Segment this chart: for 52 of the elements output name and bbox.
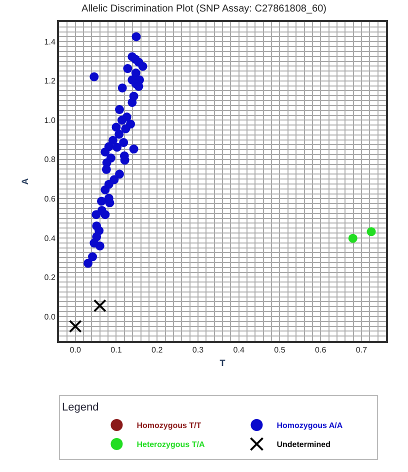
- y-tick-label: 1.2: [44, 76, 56, 86]
- point: [117, 116, 126, 125]
- legend-title: Legend: [62, 402, 99, 414]
- point: [100, 147, 110, 156]
- point: [112, 122, 121, 132]
- point: [93, 299, 106, 312]
- point: [114, 130, 124, 139]
- point: [68, 320, 82, 333]
- legend-label: Heterozygous T/A: [136, 440, 205, 450]
- legend-label: Undetermined: [276, 440, 331, 450]
- x-tick-label: 0.2: [152, 346, 164, 355]
- x-tick-label: 0.0: [70, 346, 82, 355]
- x-tick-label: 0.7: [356, 346, 368, 355]
- point: [100, 185, 110, 194]
- point: [118, 83, 127, 92]
- point: [119, 138, 128, 148]
- point: [90, 72, 99, 82]
- y-tick-label: 0.6: [44, 194, 56, 204]
- point: [348, 234, 358, 243]
- y-tick-label: 1.0: [44, 116, 56, 125]
- y-tick-label: 0.2: [44, 273, 56, 282]
- x-axis-title: T: [220, 358, 226, 368]
- point: [84, 258, 93, 268]
- x-tick-label: 0.5: [274, 346, 286, 355]
- x-tick-label: 0.1: [110, 346, 122, 355]
- y-tick-label: 0.8: [44, 155, 56, 164]
- chart-title: Allelic Discrimination Plot (SNP Assay: C27861808_60): [82, 4, 326, 15]
- y-tick-label: 0.4: [44, 234, 56, 243]
- point: [115, 105, 124, 114]
- point: [88, 252, 98, 262]
- y-tick-label: 0.0: [44, 312, 56, 322]
- point: [97, 196, 106, 206]
- y-tick-label: 1.4: [44, 37, 56, 46]
- point: [100, 210, 110, 220]
- point: [112, 142, 122, 152]
- point: [132, 32, 141, 42]
- point: [128, 98, 137, 107]
- point: [121, 124, 130, 134]
- point: [92, 210, 101, 220]
- y-axis-title: A: [20, 178, 30, 185]
- x-tick-label: 0.3: [192, 346, 204, 355]
- point: [138, 62, 148, 71]
- point: [95, 241, 104, 250]
- point: [366, 227, 376, 236]
- point: [123, 64, 132, 74]
- x-tick-label: 0.6: [315, 346, 327, 355]
- legend-label: Homozygous T/T: [136, 421, 202, 430]
- point: [115, 170, 124, 179]
- point: [129, 144, 138, 154]
- x-tick-label: 0.4: [233, 346, 245, 355]
- legend-label: Homozygous A/A: [276, 421, 343, 430]
- point: [102, 164, 111, 174]
